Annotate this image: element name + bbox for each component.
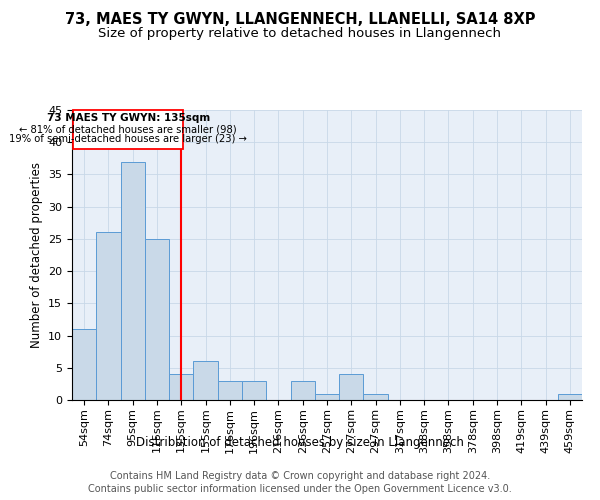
- Text: ← 81% of detached houses are smaller (98): ← 81% of detached houses are smaller (98…: [19, 124, 237, 134]
- Text: 73, MAES TY GWYN, LLANGENNECH, LLANELLI, SA14 8XP: 73, MAES TY GWYN, LLANGENNECH, LLANELLI,…: [65, 12, 535, 28]
- Bar: [121, 162, 145, 400]
- Bar: [145, 239, 169, 400]
- Text: Size of property relative to detached houses in Llangennech: Size of property relative to detached ho…: [98, 28, 502, 40]
- Bar: [96, 232, 121, 400]
- Text: 73 MAES TY GWYN: 135sqm: 73 MAES TY GWYN: 135sqm: [47, 113, 210, 123]
- Bar: [169, 374, 193, 400]
- Bar: [315, 394, 339, 400]
- Bar: [290, 380, 315, 400]
- Text: Contains public sector information licensed under the Open Government Licence v3: Contains public sector information licen…: [88, 484, 512, 494]
- FancyBboxPatch shape: [73, 110, 183, 148]
- Bar: [218, 380, 242, 400]
- Text: Distribution of detached houses by size in Llangennech: Distribution of detached houses by size …: [136, 436, 464, 449]
- Bar: [242, 380, 266, 400]
- Text: 19% of semi-detached houses are larger (23) →: 19% of semi-detached houses are larger (…: [9, 134, 247, 144]
- Y-axis label: Number of detached properties: Number of detached properties: [29, 162, 43, 348]
- Text: Contains HM Land Registry data © Crown copyright and database right 2024.: Contains HM Land Registry data © Crown c…: [110, 471, 490, 481]
- Bar: [339, 374, 364, 400]
- Bar: [72, 329, 96, 400]
- Bar: [193, 362, 218, 400]
- Bar: [364, 394, 388, 400]
- Bar: [558, 394, 582, 400]
